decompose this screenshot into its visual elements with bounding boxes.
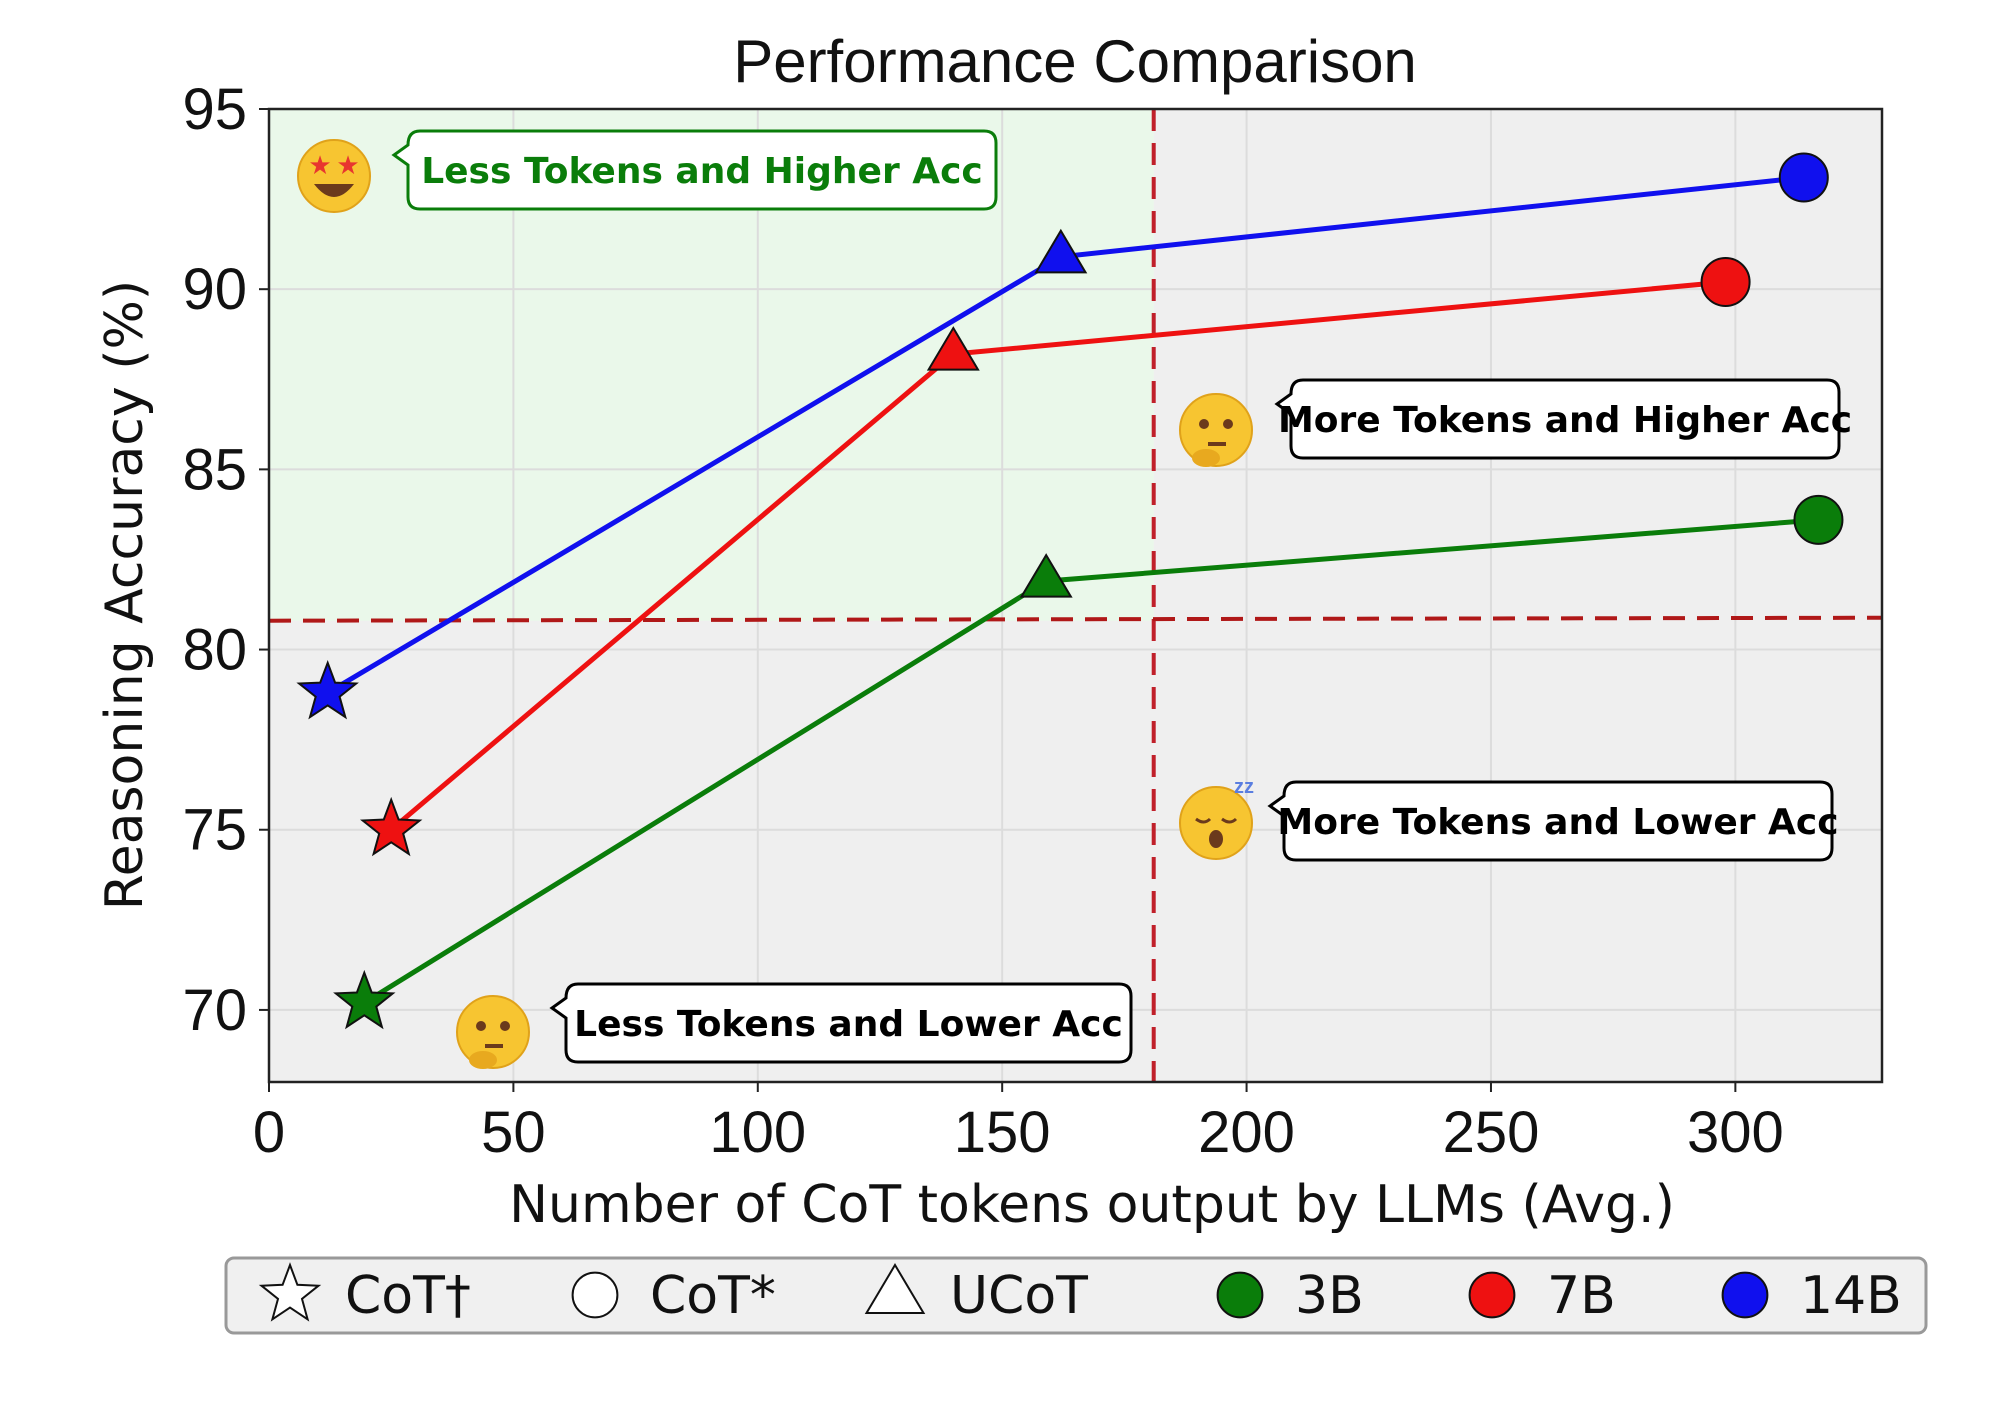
callout-box [1274, 378, 1841, 460]
y-tick-label: 75 [182, 798, 247, 863]
callout-text: More Tokens and Higher Acc [1278, 400, 1852, 441]
legend-label: 3B [1295, 1266, 1364, 1326]
legend-label: CoT† [345, 1266, 471, 1326]
legend-item-7B: 7B [1468, 1266, 1616, 1326]
x-axis-label: Number of CoT tokens output by LLMs (Avg… [509, 1175, 1675, 1235]
data-point-7B-triangle [926, 326, 980, 371]
star-eye: ★ [336, 150, 359, 180]
threshold-line-horizontal [268, 615, 1883, 623]
callout-text: Less Tokens and Higher Acc [421, 151, 983, 192]
emoji-eye [1223, 419, 1233, 429]
chart-title: Performance Comparison [733, 28, 1417, 95]
data-point-3B-star [333, 969, 396, 1030]
x-tick-label: 0 [253, 1100, 285, 1165]
legend-label: 14B [1800, 1266, 1902, 1326]
triangle-legend-icon [864, 1263, 926, 1314]
star-struck-emoji-icon: ★ ★ [297, 139, 371, 213]
legend-label: CoT* [650, 1266, 776, 1326]
color-swatch-icon [1721, 1271, 1769, 1319]
zzz-mark: zz [1234, 776, 1254, 798]
annotation-callout: Less Tokens and Higher Acc ★ ★ [297, 129, 998, 213]
annotation-callout: More Tokens and Higher Acc [1179, 378, 1852, 467]
series-7B [359, 256, 1751, 857]
annotation-callout: Less Tokens and Lower Acc [456, 982, 1133, 1069]
x-tick-label: 200 [1198, 1100, 1295, 1165]
data-point-7B-circle [1700, 256, 1751, 307]
callout-text: Less Tokens and Lower Acc [574, 1004, 1123, 1045]
emoji-hand [1192, 449, 1220, 467]
data-point-3B-triangle [1019, 553, 1073, 598]
emoji-mouth [314, 184, 354, 197]
plot-area: 0 50 100 150 200 250 300 70 75 80 85 90 95 Less Token… [182, 77, 1884, 1165]
circle-legend-icon [571, 1271, 619, 1319]
x-tick-label: 100 [709, 1100, 806, 1165]
sleepy-emoji-icon: zz [1179, 776, 1254, 860]
legend-item-UCoT: UCoT [864, 1263, 1088, 1326]
y-tick-label: 95 [182, 77, 247, 142]
annotation-callout: More Tokens and Lower Acc zz [1179, 776, 1839, 862]
emoji-face [1179, 393, 1253, 467]
legend: CoT† CoT* UCoT 3B 7B 14B [224, 1256, 1928, 1335]
callout-box [391, 129, 998, 211]
emoji-face [297, 139, 371, 213]
emoji-eye [476, 1021, 486, 1031]
legend-item-CoT*: CoT* [571, 1266, 776, 1326]
data-point-14B-star [296, 659, 359, 720]
callout-box [549, 982, 1133, 1064]
thinking-emoji-icon [1179, 393, 1253, 467]
emoji-hand [469, 1051, 497, 1069]
y-tick-label: 85 [182, 437, 247, 502]
emoji-eye [1199, 419, 1209, 429]
series-14B [296, 152, 1829, 720]
plot-frame [267, 107, 1884, 1084]
legend-item-CoT†: CoT† [258, 1262, 471, 1326]
legend-item-14B: 14B [1721, 1266, 1902, 1326]
emoji-eye [500, 1021, 510, 1031]
callout-text: More Tokens and Lower Acc [1277, 802, 1838, 843]
closed-eyes [1195, 817, 1238, 824]
thinking-emoji-icon [456, 995, 530, 1069]
color-swatch-icon [1468, 1271, 1516, 1319]
color-swatch-icon [1216, 1271, 1264, 1319]
x-tick-label: 150 [954, 1100, 1051, 1165]
x-tick-label: 250 [1443, 1100, 1540, 1165]
emoji-mouth [1209, 830, 1223, 848]
y-axis-label: Reasoning Accuracy (%) [95, 280, 155, 910]
data-point-14B-circle [1778, 152, 1829, 203]
emoji-face [456, 995, 530, 1069]
data-point-3B-circle [1793, 494, 1844, 545]
legend-label: 7B [1547, 1266, 1616, 1326]
star-legend-icon [258, 1262, 322, 1322]
x-tick-label: 50 [481, 1100, 546, 1165]
y-tick-label: 80 [182, 618, 247, 683]
data-point-14B-triangle [1034, 228, 1088, 274]
emoji-face [1179, 786, 1253, 860]
series-3B [333, 494, 1844, 1030]
data-point-7B-star [359, 796, 423, 857]
legend-item-3B: 3B [1216, 1266, 1364, 1326]
x-tick-label: 300 [1687, 1100, 1784, 1165]
star-eye: ★ [308, 150, 331, 180]
y-tick-label: 90 [182, 257, 247, 322]
y-tick-label: 70 [182, 978, 247, 1043]
legend-label: UCoT [950, 1266, 1088, 1326]
callout-box [1267, 780, 1834, 862]
